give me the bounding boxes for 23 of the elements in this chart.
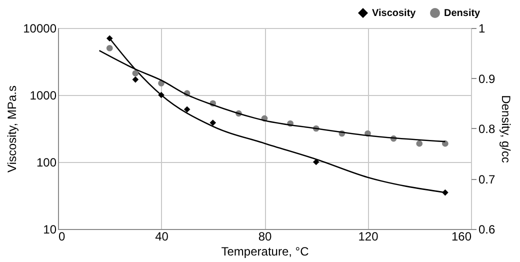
- legend-label: Viscosity: [372, 8, 416, 19]
- y-tick-label: 10: [43, 222, 57, 236]
- point: [312, 158, 320, 166]
- legend-label: Density: [444, 8, 481, 19]
- y2-tick-label: 0.7: [478, 172, 496, 186]
- y2-tick-label: 0.8: [478, 122, 496, 136]
- y2-tick-label: 1: [478, 22, 486, 36]
- x-tick-label: 160: [451, 230, 472, 244]
- x-tick-label: 0: [58, 230, 66, 244]
- y-axis-title: Viscosity, MPa.s: [5, 86, 20, 172]
- x-tick-label: 80: [258, 230, 272, 244]
- x-axis-title: Temperature, °C: [221, 244, 310, 258]
- point: [132, 76, 139, 83]
- x-tick-label: 120: [358, 230, 379, 244]
- y-tick-label: 100: [36, 156, 57, 170]
- point: [184, 106, 190, 113]
- y2-tick-label: 0.9: [478, 72, 496, 86]
- x-tick-label: 40: [155, 230, 169, 244]
- y-tick-label: 1000: [30, 88, 57, 102]
- y2-axis-title: Density, g/cc: [499, 95, 514, 163]
- point: [210, 120, 216, 126]
- y2-tick-label: 0.6: [478, 222, 496, 236]
- y-tick-label: 10000: [23, 22, 57, 36]
